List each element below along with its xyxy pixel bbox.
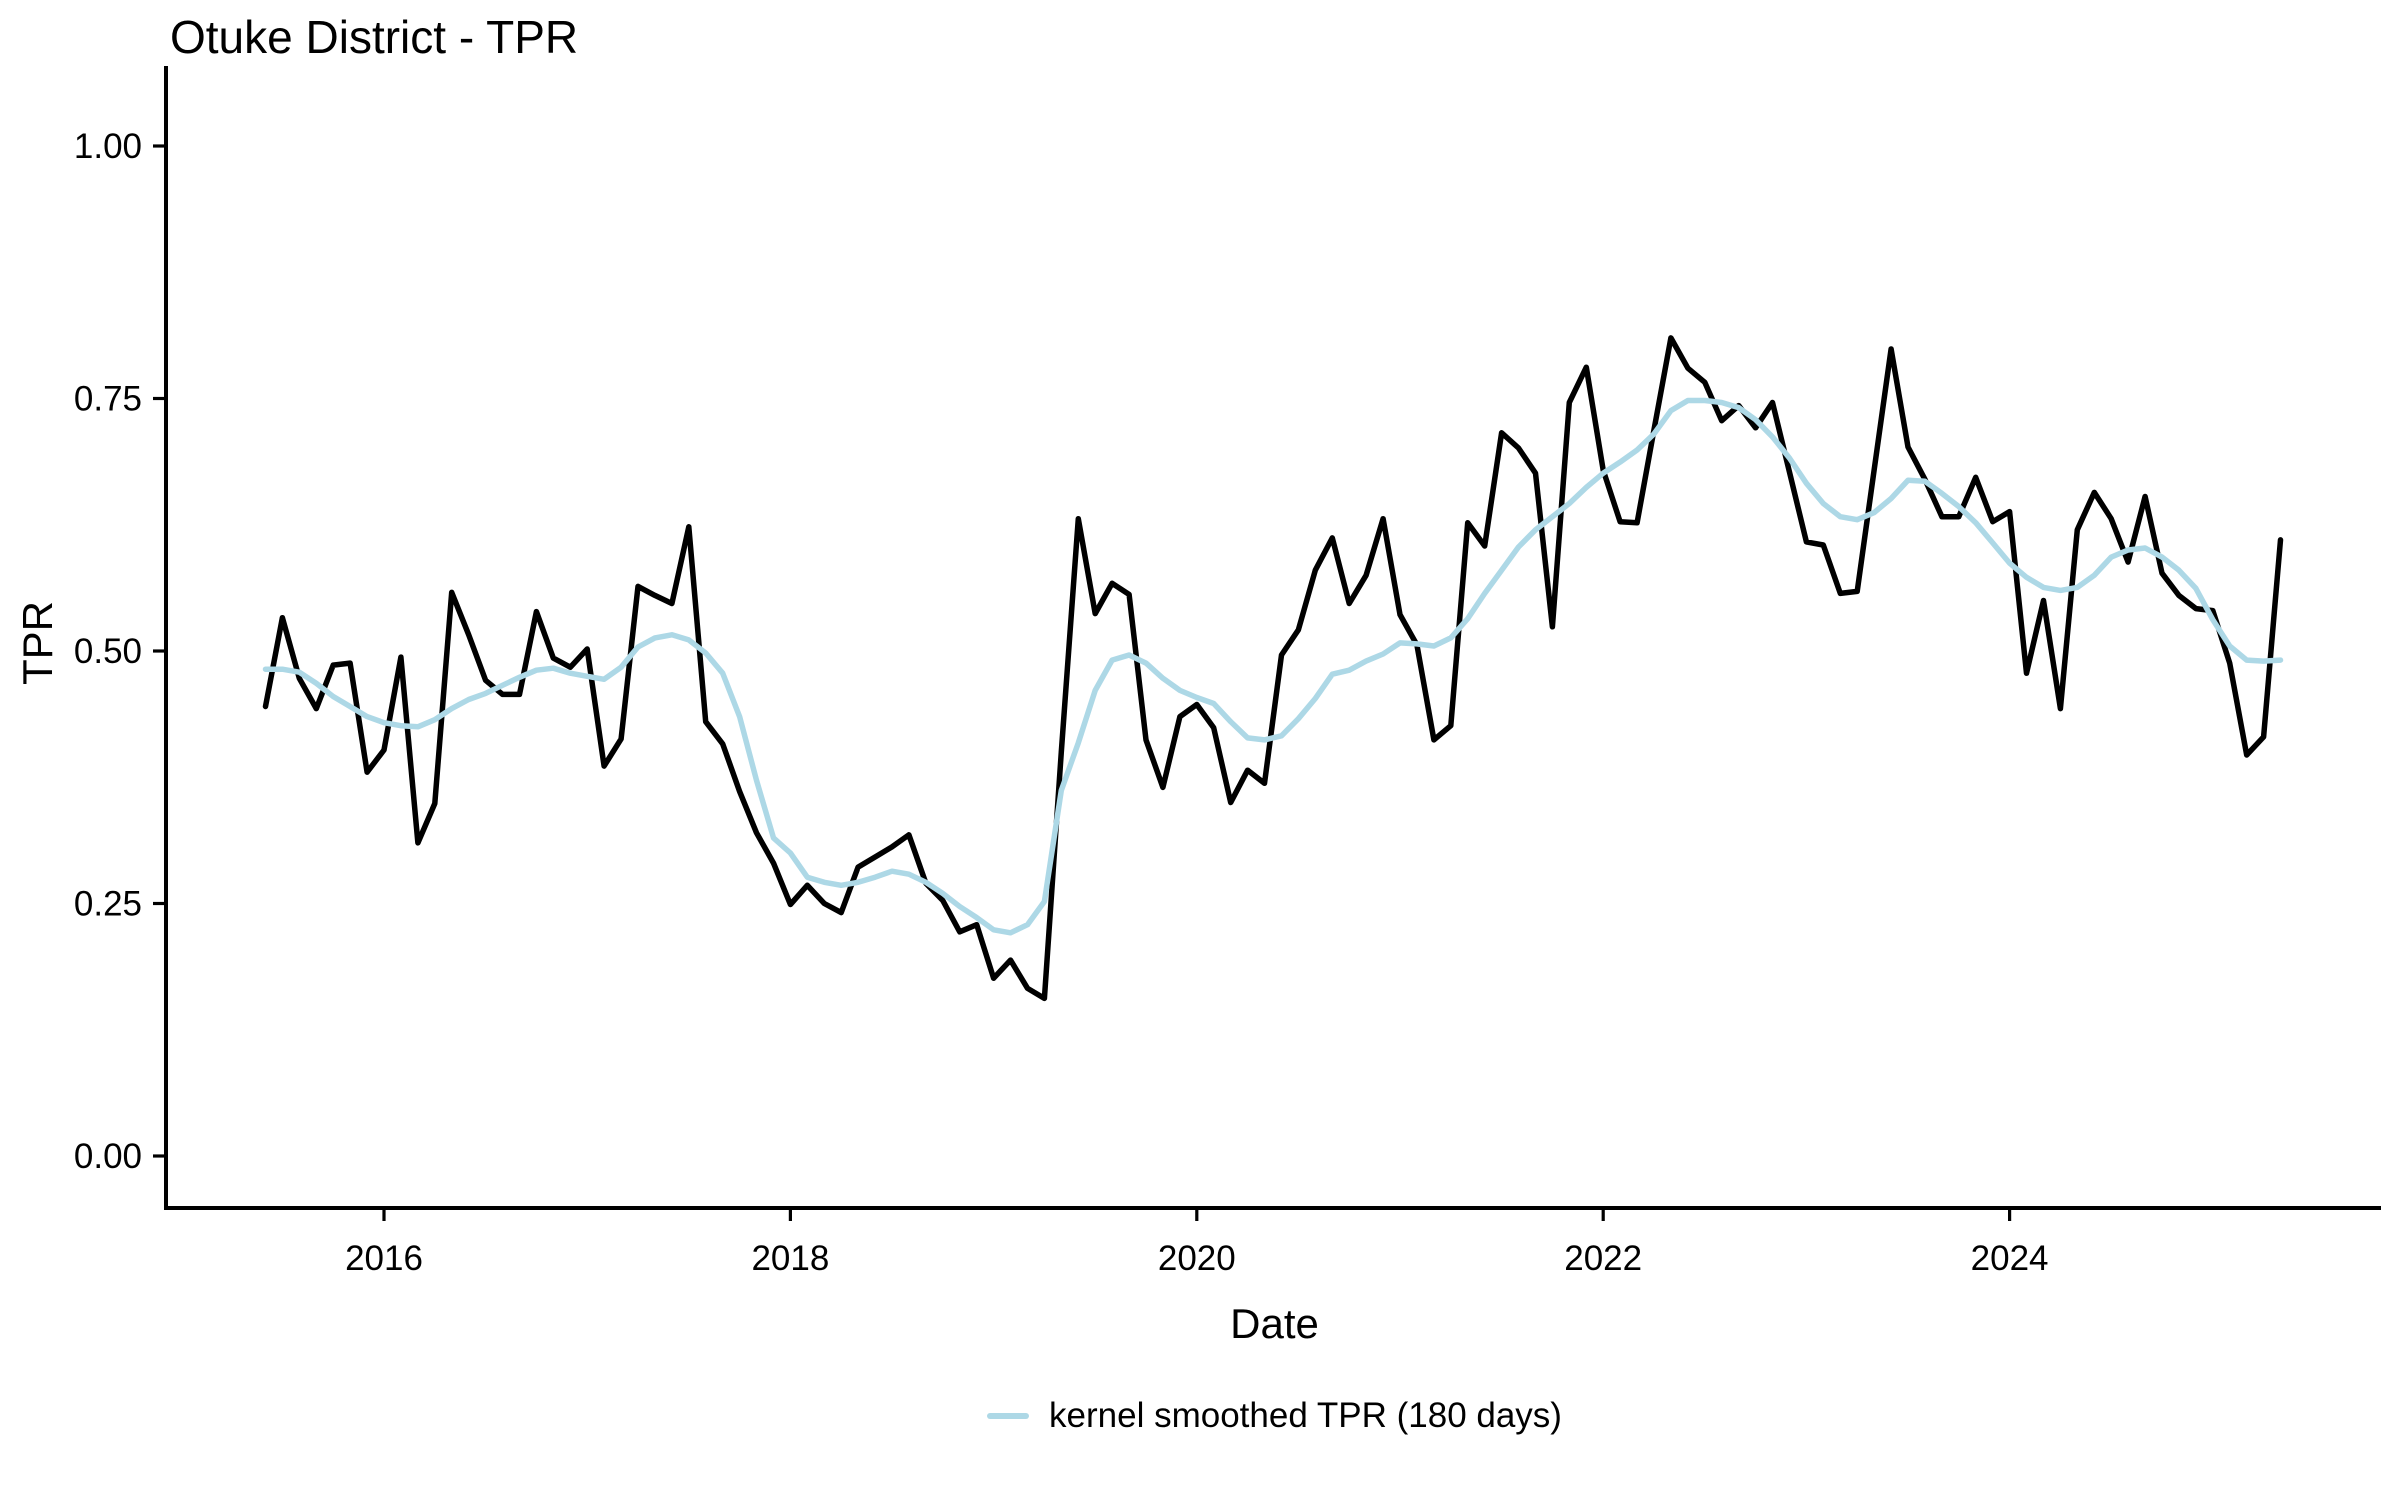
y-tick-label: 0.75 [74, 380, 142, 419]
legend: kernel smoothed TPR (180 days) [168, 1396, 2381, 1436]
y-tick-label: 0.50 [74, 632, 142, 671]
x-tick-label: 2020 [1158, 1239, 1236, 1278]
raw-tpr-line [262, 335, 2284, 1002]
y-tick-label: 0.25 [74, 885, 142, 924]
legend-label: kernel smoothed TPR (180 days) [1049, 1396, 1562, 1435]
chart-title: Otuke District - TPR [170, 11, 579, 63]
x-tick-label: 2024 [1971, 1239, 2049, 1278]
x-tick-label: 2018 [751, 1239, 829, 1278]
y-axis-title: TPR [14, 601, 61, 685]
y-tick-label: 0.00 [74, 1137, 142, 1176]
axes: 0.00 0.25 0.50 0.75 1.00 2016 2018 2020 2022 2024 [74, 66, 2381, 1278]
legend-key-line [987, 1413, 1030, 1419]
x-tick-label: 2016 [345, 1239, 423, 1278]
x-tick-label: 2022 [1564, 1239, 1642, 1278]
y-tick-label: 1.00 [74, 127, 142, 166]
x-axis-title: Date [1230, 1300, 1319, 1347]
smoothed-tpr-line [262, 397, 2284, 936]
